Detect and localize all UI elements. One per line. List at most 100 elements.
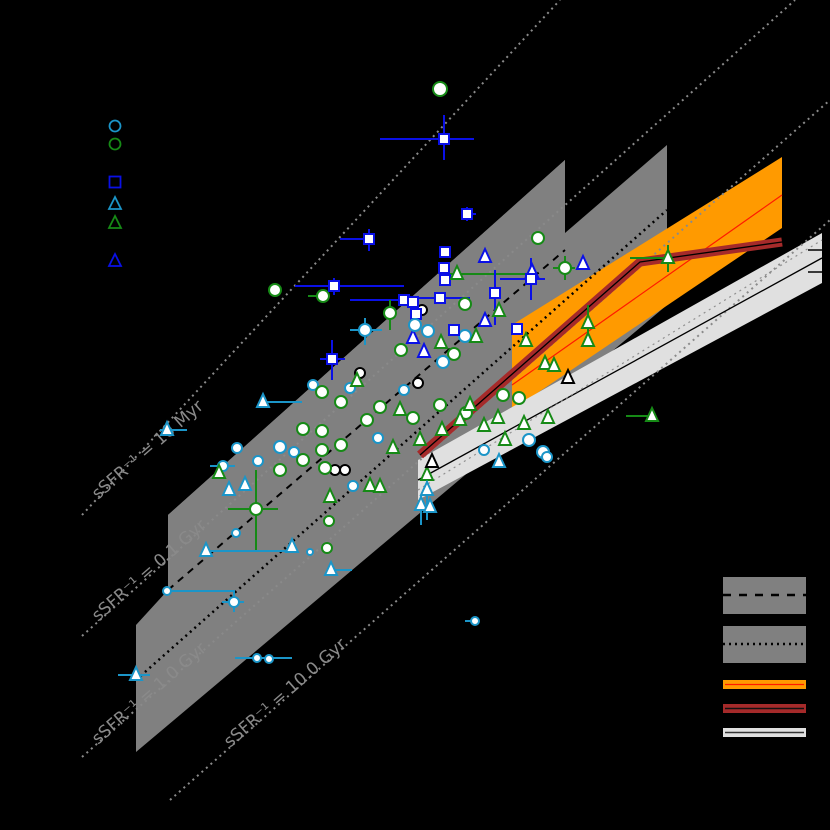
circle-point [252,455,264,467]
triangle-point [392,399,408,416]
circle-point [383,306,397,320]
square-point [439,246,451,258]
circle-point [478,444,490,456]
triangle-point [422,496,438,513]
brown-center-line [419,241,783,456]
triangle-point [580,312,596,329]
ssfr-line-2 [81,99,830,758]
triangle-point [198,540,214,557]
triangle-point [518,330,534,347]
triangle-point [516,413,532,430]
circle-point [306,548,314,556]
ssfr-reference-lines [81,0,830,801]
brown-relation-curve [417,237,783,459]
square-point [434,292,446,304]
circle-point [334,438,348,452]
triangle-point [644,405,660,422]
legend-markers [107,119,123,267]
circle-point [458,329,472,343]
circle-point [496,388,510,402]
right-axis-ticks [808,249,822,273]
light-center [417,257,823,481]
circle-point [268,283,282,297]
square-point [410,308,422,320]
circle-point [531,231,545,245]
triangle-point [497,429,513,446]
circle-point [252,653,262,663]
triangle-point [255,391,271,408]
circle-point [360,413,374,427]
circle-point [288,446,300,458]
triangle-point [575,253,591,270]
circle-point [432,81,448,97]
circle-point [512,391,526,405]
circle-point [436,355,450,369]
circle-point [264,654,274,664]
square-point [326,353,338,365]
triangle-point [490,407,506,424]
square-point [363,233,375,245]
square-point [439,274,451,286]
triangle-point [462,394,478,411]
triangle-point [477,246,493,263]
triangle-point [405,327,421,344]
circle-point [231,528,241,538]
triangle-point [580,330,596,347]
circle-point [339,464,351,476]
circle-point [358,323,372,337]
dotted-fit [135,209,668,681]
circle-point [296,453,310,467]
triangle-point [477,310,493,327]
legend-triangle-icon [107,194,123,210]
triangle-point [412,429,428,446]
circle-point [347,480,359,492]
confidence-bands [136,145,822,752]
orange-band [512,157,782,410]
triangle-point [540,407,556,424]
square-point [407,296,419,308]
circle-point [334,395,348,409]
circle-point [447,347,461,361]
triangle-point [372,476,388,493]
square-point [448,324,460,336]
square-point [328,280,340,292]
circle-point [231,442,243,454]
triangle-point [323,559,339,576]
circle-point [412,377,424,389]
triangle-point [476,415,492,432]
data-points [128,81,676,681]
ssfr-label-0: sSFR⁻¹ = 10 Myr [88,396,207,503]
triangle-point [491,300,507,317]
legend-triangle-icon [107,251,123,267]
triangle-point [385,437,401,454]
circle-point [315,443,329,457]
circle-point [315,385,329,399]
triangle-point [211,462,227,479]
legend-circle-icon [108,119,122,133]
triangle-point [433,332,449,349]
ssfr-line-3 [169,219,830,801]
orange-center [511,194,783,386]
square-point [461,208,473,220]
triangle-point [237,474,253,491]
triangle-point [491,451,507,468]
triangle-point [221,479,237,496]
circle-point [470,616,480,626]
circle-point [558,261,572,275]
circle-point [373,400,387,414]
circle-point [541,451,553,463]
triangle-point [560,367,576,384]
circle-point [421,324,435,338]
main-sequence-gray-band-b [136,145,667,752]
circle-point [458,297,472,311]
square-point [525,273,537,285]
circle-point [273,440,287,454]
triangle-point [159,419,175,436]
triangle-point [413,494,429,511]
circle-point [316,289,330,303]
legend-triangle-icon [107,213,123,229]
triangle-point [322,486,338,503]
circle-point [162,586,172,596]
square-point [511,323,523,335]
